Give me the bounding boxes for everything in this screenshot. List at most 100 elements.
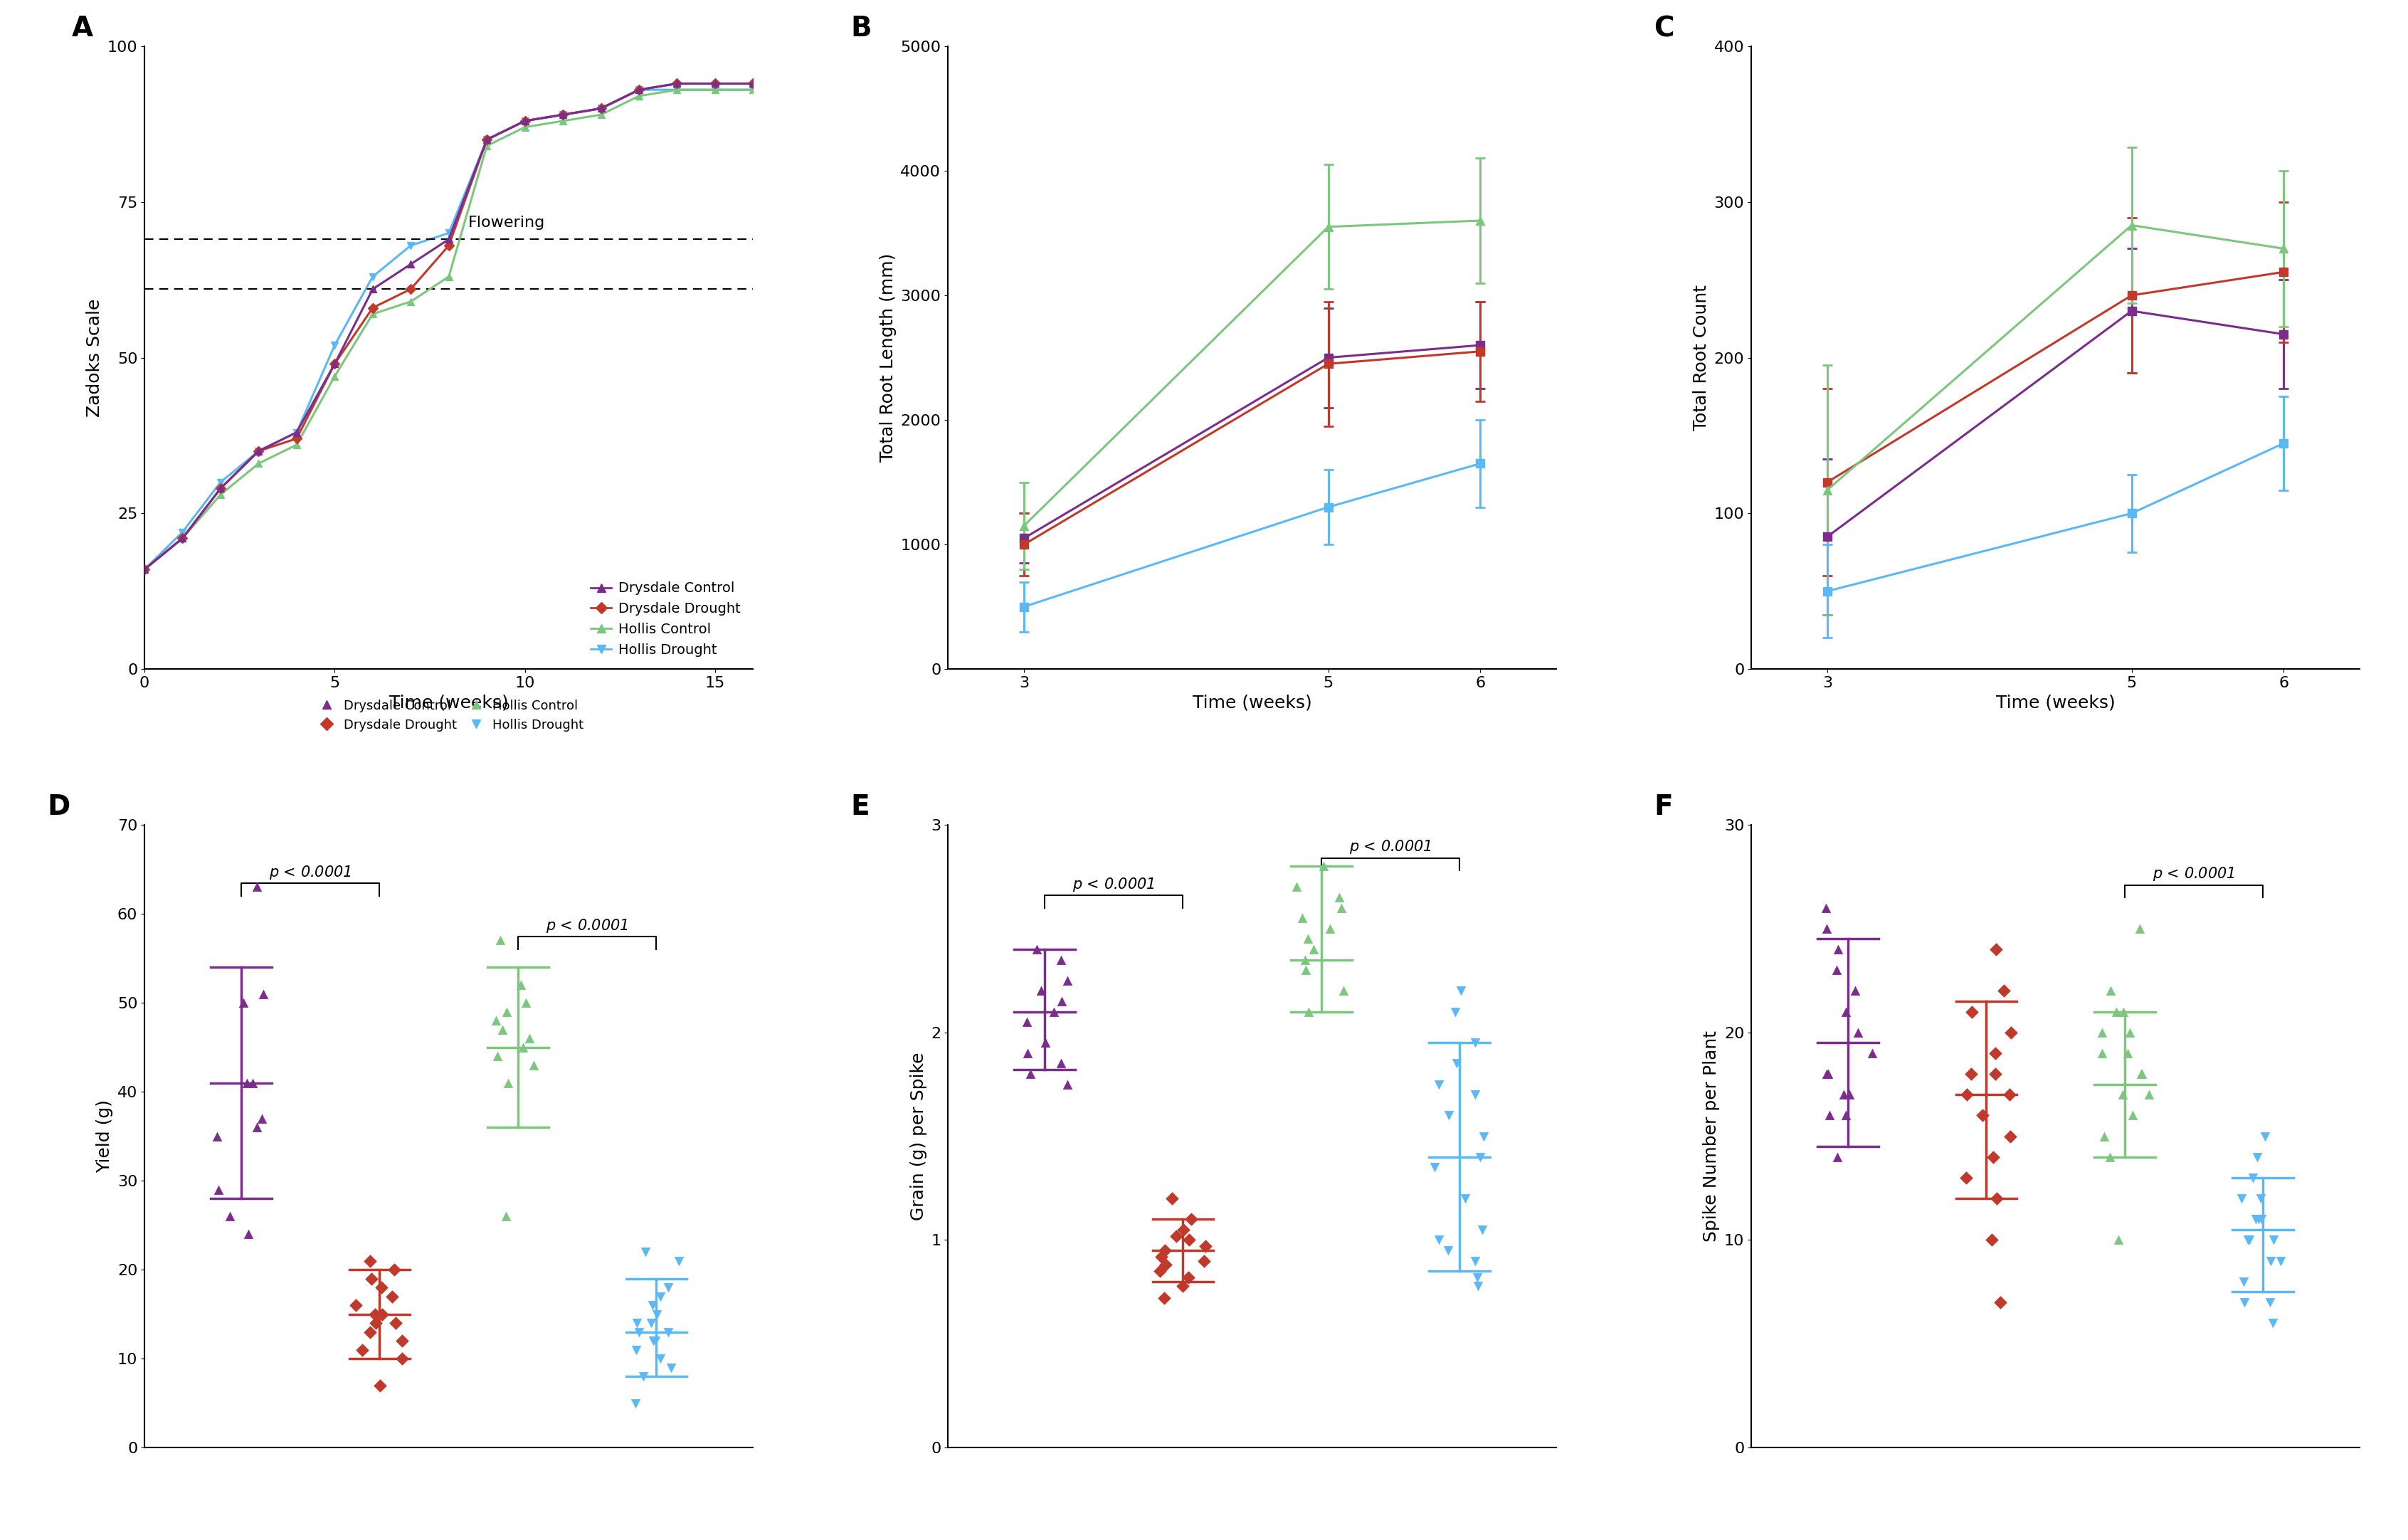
Point — [1977, 1061, 2015, 1086]
Text: E: E — [850, 793, 869, 821]
Point — [1187, 1234, 1226, 1258]
Point — [477, 1009, 515, 1033]
Point — [1011, 1061, 1050, 1086]
Point — [1982, 1291, 2020, 1315]
Point — [624, 1364, 662, 1389]
Point — [1818, 1144, 1857, 1169]
Point — [1288, 927, 1327, 952]
Point — [1991, 1019, 2030, 1044]
Point — [1291, 999, 1329, 1024]
Point — [2124, 1061, 2162, 1086]
Point — [2242, 1186, 2280, 1210]
Point — [1811, 1103, 1849, 1127]
Point — [1825, 1083, 1864, 1107]
Point — [1989, 1083, 2028, 1107]
Point — [2129, 1083, 2167, 1107]
Point — [373, 1284, 412, 1309]
Point — [1464, 1124, 1503, 1149]
Text: B: B — [850, 15, 872, 42]
Point — [2225, 1269, 2264, 1294]
Point — [1975, 1041, 2013, 1066]
Legend: Drysdale Control, Drysdale Drought, Hollis Control, Hollis Drought: Drysdale Control, Drysdale Drought, Holl… — [308, 695, 590, 736]
Point — [515, 1053, 554, 1078]
Point — [1047, 1072, 1086, 1096]
Point — [1158, 1223, 1197, 1247]
Text: D: D — [48, 793, 70, 821]
Point — [1320, 886, 1358, 910]
Point — [356, 1311, 395, 1335]
Point — [616, 1391, 655, 1415]
Point — [224, 990, 262, 1015]
Point — [1322, 895, 1361, 919]
Point — [234, 1070, 272, 1095]
Point — [1953, 999, 1991, 1024]
Point — [633, 1329, 672, 1354]
Point — [1457, 1249, 1495, 1274]
Point — [383, 1346, 421, 1371]
Text: $p$ < 0.0001: $p$ < 0.0001 — [2153, 865, 2235, 882]
Point — [2083, 1041, 2121, 1066]
Legend: Drysdale Control, Drysdale Drought, Hollis Control, Hollis Drought: Drysdale Control, Drysdale Drought, Holl… — [585, 576, 746, 662]
Point — [1457, 1030, 1495, 1055]
Point — [653, 1355, 691, 1380]
Point — [641, 1284, 679, 1309]
Point — [238, 875, 277, 899]
Point — [2097, 999, 2136, 1024]
Point — [1170, 1227, 1209, 1252]
Point — [1830, 1083, 1869, 1107]
Point — [243, 1106, 282, 1130]
Point — [1283, 906, 1322, 930]
Text: $p$ < 0.0001: $p$ < 0.0001 — [547, 918, 628, 935]
Point — [1153, 1186, 1192, 1210]
Point — [2223, 1186, 2261, 1210]
Point — [361, 1275, 400, 1300]
Point — [342, 1337, 380, 1361]
Point — [2105, 999, 2143, 1024]
Point — [2083, 1019, 2121, 1044]
Point — [1185, 1249, 1223, 1274]
Point — [1009, 1041, 1047, 1066]
Point — [1286, 958, 1324, 983]
Point — [1462, 1217, 1500, 1241]
Text: Flowering: Flowering — [467, 216, 544, 229]
Text: $p$ < 0.0001: $p$ < 0.0001 — [1072, 876, 1156, 893]
Point — [352, 1249, 390, 1274]
Point — [2254, 1227, 2292, 1252]
Point — [631, 1311, 669, 1335]
Point — [1421, 1072, 1459, 1096]
Point — [2100, 1227, 2138, 1252]
Y-axis label: Grain (g) per Spike: Grain (g) per Spike — [910, 1052, 927, 1220]
Point — [226, 1070, 265, 1095]
Point — [641, 1346, 679, 1371]
Y-axis label: Zadoks Scale: Zadoks Scale — [87, 299, 104, 417]
Point — [633, 1294, 672, 1318]
Point — [1835, 978, 1873, 1003]
Point — [1825, 999, 1864, 1024]
Point — [2107, 1041, 2146, 1066]
Y-axis label: Yield (g): Yield (g) — [96, 1100, 113, 1173]
Point — [1963, 1103, 2001, 1127]
Point — [200, 1177, 238, 1201]
Point — [1021, 978, 1060, 1003]
Point — [1043, 989, 1081, 1013]
Point — [1043, 1052, 1081, 1076]
Point — [1818, 958, 1857, 983]
Point — [1977, 1186, 2015, 1210]
Point — [2237, 1144, 2276, 1169]
Point — [1007, 1010, 1045, 1035]
Point — [1418, 1227, 1457, 1252]
Point — [626, 1240, 665, 1264]
Point — [383, 1329, 421, 1354]
Point — [1435, 999, 1474, 1024]
Point — [1141, 1244, 1180, 1269]
Point — [2225, 1291, 2264, 1315]
Point — [364, 1301, 402, 1326]
Point — [1459, 1264, 1498, 1289]
Point — [1043, 947, 1081, 972]
Point — [1146, 1286, 1185, 1311]
Point — [2239, 1207, 2278, 1232]
Point — [361, 1374, 400, 1398]
Point — [243, 981, 282, 1006]
Point — [2119, 916, 2158, 941]
Point — [1428, 1238, 1466, 1263]
